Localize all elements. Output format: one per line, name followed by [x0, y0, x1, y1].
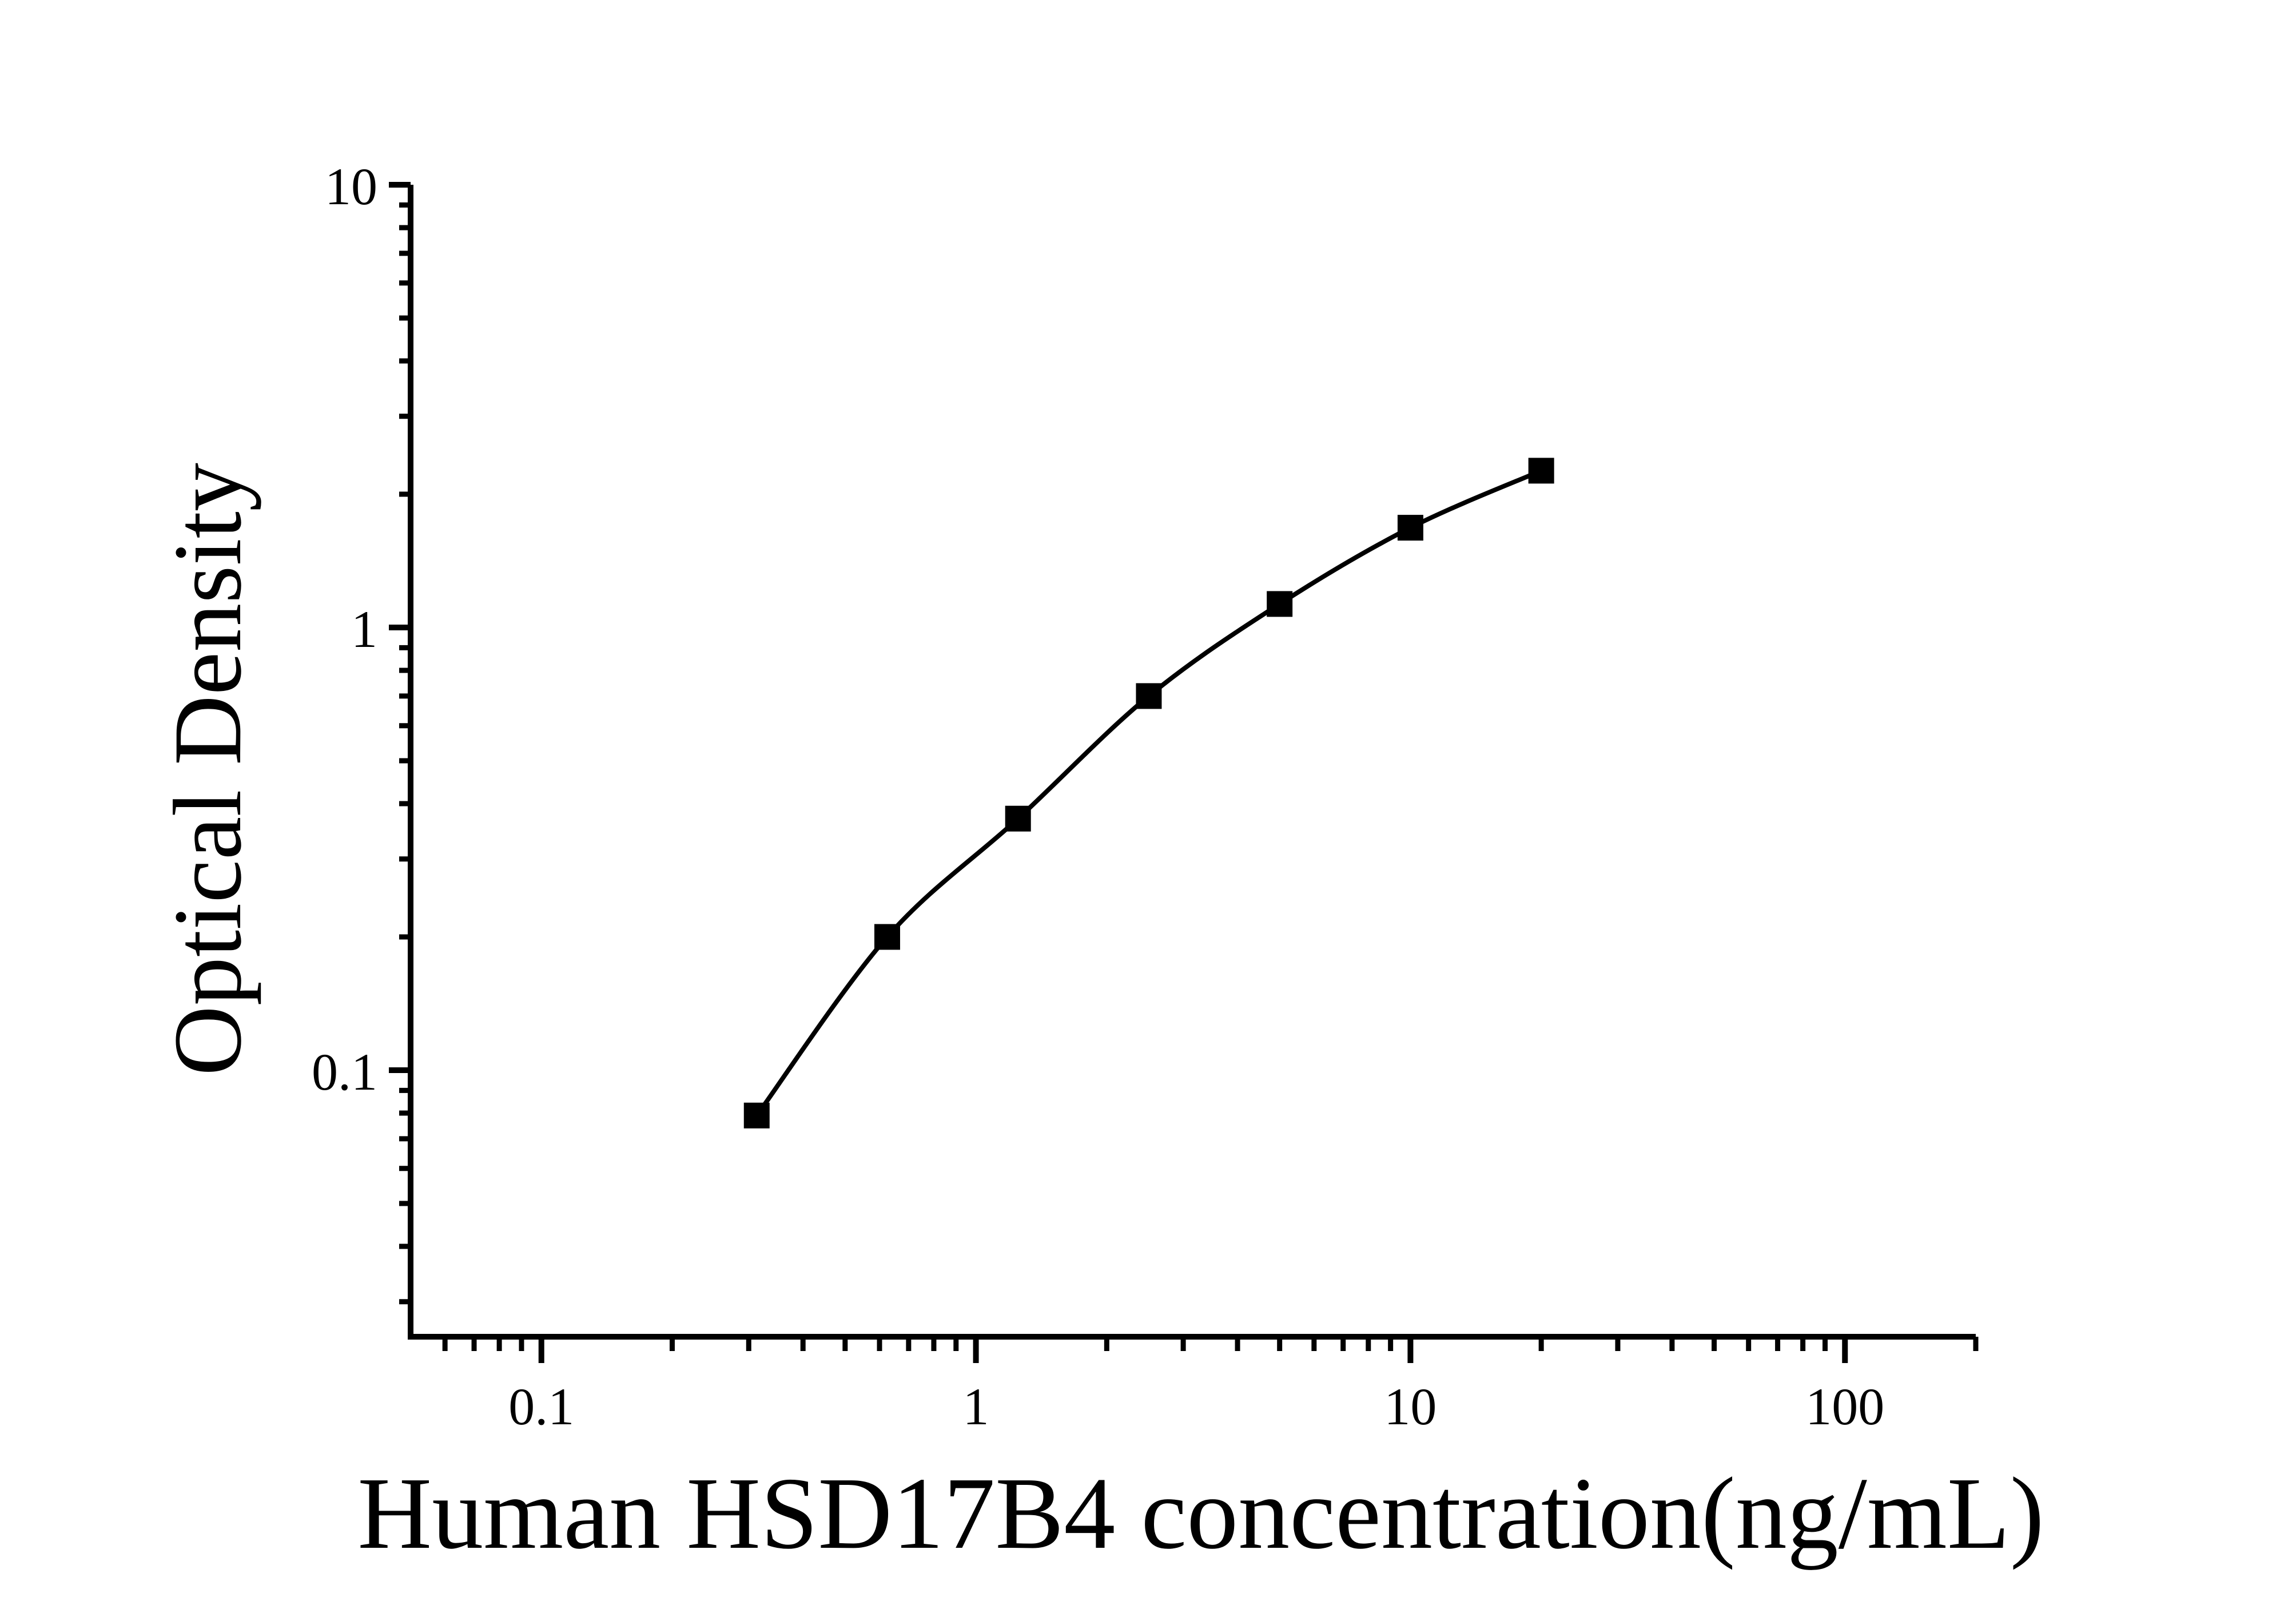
y-tick-label: 0.1 — [312, 1043, 377, 1101]
y-tick-label: 1 — [351, 600, 377, 658]
axes — [389, 182, 1979, 1363]
y-tick-label: 10 — [325, 157, 377, 216]
tick-labels: 0.1 1 10 100 0.1 1 10 — [312, 157, 1884, 1436]
standard-curve-line — [755, 468, 1542, 1117]
x-axis-title: Human HSD17B4 concentration(ng/mL) — [357, 1456, 2044, 1570]
data-point-marker — [1528, 458, 1554, 484]
data-point-marker — [874, 924, 900, 950]
x-tick-label: 100 — [1805, 1377, 1884, 1436]
data-point-marker — [1267, 591, 1293, 617]
data-point-marker — [1397, 515, 1423, 541]
data-point-marker — [743, 1102, 770, 1129]
axis-frame — [408, 185, 1976, 1340]
x-tick-label: 10 — [1384, 1377, 1437, 1436]
y-axis-title: Optical Density — [154, 463, 261, 1076]
x-tick-label: 0.1 — [508, 1377, 574, 1436]
series-layer — [743, 458, 1554, 1129]
x-tick-label: 1 — [963, 1377, 989, 1436]
data-point-marker — [1005, 805, 1031, 832]
data-point-marker — [1136, 683, 1162, 709]
